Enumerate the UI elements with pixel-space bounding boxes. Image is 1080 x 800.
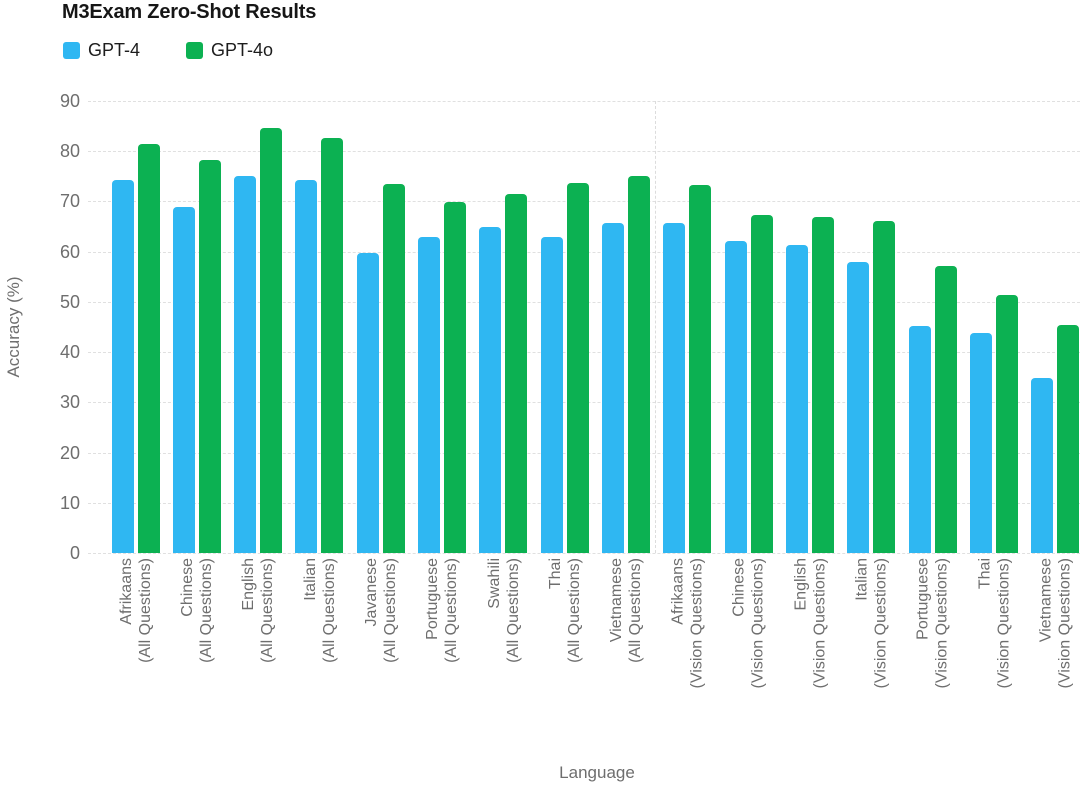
gpt4o-legend-swatch [186,42,204,59]
x-tick-label-text: Italian (All Questions) [301,558,338,663]
gpt4o-legend-label: GPT-4o [211,40,274,60]
bar-gpt4-portuguese-all-questions [418,236,441,553]
bar-gpt4o-italian-vision-questions [873,221,896,553]
bar-gpt4-swahili-all-questions [479,227,502,553]
x-tick-label-text: English (All Questions) [240,558,277,663]
bar-gpt4-afrikaans-vision-questions [663,222,686,553]
bar-gpt4o-vietnamese-all-questions [628,176,651,553]
x-tick-label-text: Thai (Vision Questions) [976,558,1013,689]
y-tick-label-70: 70 [59,191,80,212]
y-tick-label-20: 20 [59,442,80,463]
gridline-y90 [88,101,1080,102]
bar-gpt4o-vietnamese-vision-questions [1057,325,1080,553]
bar-gpt4-afrikaans-all-questions [111,179,134,553]
bar-gpt4-vietnamese-vision-questions [1031,377,1054,553]
bar-gpt4o-chinese-vision-questions [750,214,773,553]
bar-gpt4o-portuguese-vision-questions [934,265,957,553]
x-tick-label-text: Afrikaans (All Questions) [117,558,154,663]
bar-gpt4-english-all-questions [234,175,257,553]
bar-gpt4o-thai-vision-questions [996,294,1019,553]
bar-gpt4-vietnamese-all-questions [602,223,625,553]
legend-item-gpt4: GPT-4 [63,40,140,61]
bar-gpt4o-italian-all-questions [321,138,344,553]
bar-gpt4o-swahili-all-questions [505,194,528,553]
bar-gpt4o-portuguese-all-questions [444,202,467,553]
bar-gpt4o-javanese-all-questions [382,184,405,553]
bar-gpt4o-thai-all-questions [566,183,589,553]
x-tick-label-text: Portuguese (Vision Questions) [914,558,951,689]
bar-gpt4-italian-all-questions [295,180,318,553]
bar-gpt4-javanese-all-questions [356,253,379,553]
x-tick-label-text: Chinese (Vision Questions) [730,558,767,689]
y-tick-label-40: 40 [59,342,80,363]
x-tick-label-text: Portuguese (All Questions) [424,558,461,663]
x-tick-label-text: English (Vision Questions) [792,558,829,689]
section-separator-line [654,101,656,553]
gpt4-legend-label: GPT-4 [88,40,141,60]
x-tick-label-text: Afrikaans (Vision Questions) [669,558,706,689]
x-tick-label-text: Italian (Vision Questions) [853,558,890,689]
x-tick-label-text: Javanese (All Questions) [362,558,399,663]
y-tick-label-50: 50 [59,291,80,312]
y-tick-label-0: 0 [69,543,80,563]
y-tick-label-60: 60 [59,241,80,262]
y-tick-label-80: 80 [59,141,80,162]
x-tick-label-text: Swahili (All Questions) [485,558,522,663]
x-tick-label-text: Vietnamese (All Questions) [608,558,645,663]
x-tick-label-text: Chinese (All Questions) [178,558,215,663]
bar-gpt4o-afrikaans-vision-questions [689,184,712,553]
gpt4-legend-swatch [63,42,80,59]
bar-gpt4-portuguese-vision-questions [908,325,931,553]
x-axis-title: Language [559,763,635,782]
y-tick-label-30: 30 [59,392,80,413]
x-tick-label-text: Vietnamese (Vision Questions) [1037,558,1074,689]
x-tick-label-text: Thai (All Questions) [546,558,583,663]
bar-gpt4o-english-vision-questions [812,216,835,553]
bar-gpt4o-afrikaans-all-questions [137,144,160,553]
bar-gpt4-thai-vision-questions [970,332,993,553]
legend-item-gpt4o: GPT-4o [186,40,273,61]
y-tick-label-90: 90 [59,91,80,111]
legend: GPT-4 GPT-4o [63,40,273,61]
bar-gpt4-chinese-all-questions [172,206,195,553]
bar-gpt4o-english-all-questions [260,128,283,553]
gridline-y0 [88,553,1080,554]
bar-gpt4-thai-all-questions [540,237,563,553]
chart-title: M3Exam Zero-Shot Results [62,1,317,23]
bar-gpt4-italian-vision-questions [847,261,870,553]
bar-gpt4-chinese-vision-questions [724,241,747,553]
bar-gpt4-english-vision-questions [786,244,809,553]
y-tick-label-10: 10 [59,492,80,513]
gridline-y80 [88,151,1080,153]
bar-gpt4o-chinese-all-questions [198,160,221,553]
